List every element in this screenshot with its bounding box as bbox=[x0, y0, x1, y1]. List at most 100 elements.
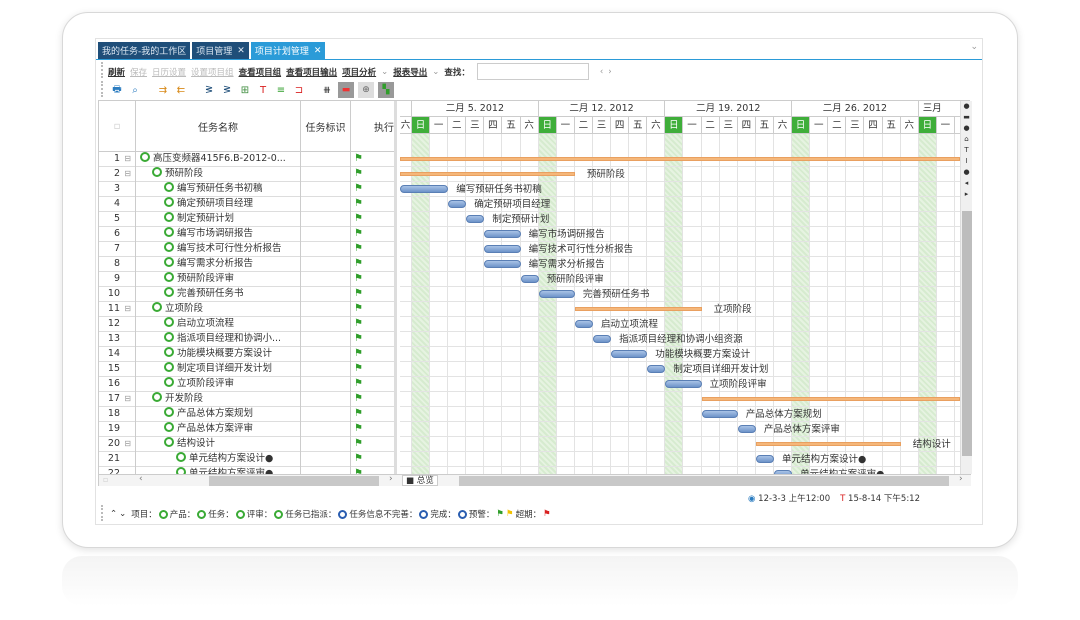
table-hscroll-thumb[interactable] bbox=[209, 476, 379, 486]
task-name-cell[interactable]: 编写预研任务书初稿 bbox=[136, 182, 301, 197]
vertical-scrollbar[interactable]: ● ▬ ● ⌂ T I ● ◂ ▸ bbox=[960, 101, 972, 474]
collapse-toggle-icon[interactable]: ⊟ bbox=[124, 394, 131, 403]
summary-bar[interactable] bbox=[701, 397, 960, 401]
task-name-cell[interactable]: 开发阶段 bbox=[136, 392, 301, 407]
toolbar-button[interactable]: 项目分析 bbox=[342, 67, 377, 78]
collapse-toggle-icon[interactable]: ⊟ bbox=[124, 439, 131, 448]
task-name-cell[interactable]: 预研阶段 bbox=[136, 167, 301, 182]
scroll-right-icon[interactable]: › bbox=[959, 474, 963, 484]
task-tag-cell[interactable] bbox=[301, 242, 351, 257]
filter-icon[interactable]: ⊞ bbox=[240, 84, 250, 96]
task-name-cell[interactable]: 产品总体方案规划 bbox=[136, 407, 301, 422]
toolbar-button[interactable]: 刷新 bbox=[108, 67, 126, 78]
chevron-down-icon[interactable]: ⌄ bbox=[432, 66, 440, 77]
task-tag-cell[interactable] bbox=[301, 377, 351, 392]
task-bar[interactable] bbox=[665, 380, 702, 388]
column-header-name[interactable]: 任务名称 bbox=[136, 101, 301, 152]
tab-project-management[interactable]: 项目管理 ✕ bbox=[192, 42, 249, 59]
task-name-cell[interactable]: 完善预研任务书 bbox=[136, 287, 301, 302]
unlink-icon[interactable]: ᕒ bbox=[223, 84, 231, 96]
table-row[interactable]: 15 制定项目详细开发计划 ⚑ bbox=[99, 362, 394, 377]
timeline-controls-icon[interactable]: ● ▬ ● ⌂ T I ● ◂ ▸ bbox=[963, 102, 970, 198]
task-tag-cell[interactable] bbox=[301, 452, 351, 467]
task-bar[interactable] bbox=[538, 290, 575, 298]
summary-bar[interactable] bbox=[755, 442, 901, 446]
toolbar-grip[interactable] bbox=[101, 81, 105, 97]
critical-path-icon[interactable]: T bbox=[259, 84, 267, 96]
task-tag-cell[interactable] bbox=[301, 302, 351, 317]
task-tag-cell[interactable] bbox=[301, 392, 351, 407]
grid-lines-icon[interactable]: ⧻ bbox=[322, 84, 332, 96]
outdent-icon[interactable]: ⇇ bbox=[176, 84, 186, 96]
collapse-toggle-icon[interactable]: ⊟ bbox=[124, 169, 131, 178]
task-name-cell[interactable]: 高压变频器415F6.B-2012-0... bbox=[136, 152, 301, 167]
task-bar[interactable] bbox=[400, 185, 449, 193]
task-tag-cell[interactable] bbox=[301, 362, 351, 377]
table-row[interactable]: 17 ⊟ 开发阶段 ⚑ bbox=[99, 392, 394, 407]
task-bar[interactable] bbox=[611, 350, 648, 358]
table-row[interactable]: 2 ⊟ 预研阶段 ⚑ bbox=[99, 167, 394, 182]
table-row[interactable]: 11 ⊟ 立项阶段 ⚑ bbox=[99, 302, 394, 317]
task-name-cell[interactable]: 结构设计 bbox=[136, 437, 301, 452]
task-bar[interactable] bbox=[755, 455, 774, 463]
close-icon[interactable]: ✕ bbox=[237, 45, 245, 56]
expand-down-icon[interactable]: ⌄ bbox=[119, 509, 127, 519]
tab-my-workspace[interactable]: 我的任务-我的工作区 bbox=[98, 42, 191, 59]
task-name-cell[interactable]: 指派项目经理和协调小... bbox=[136, 332, 301, 347]
task-tag-cell[interactable] bbox=[301, 407, 351, 422]
task-bar[interactable] bbox=[701, 410, 738, 418]
task-name-cell[interactable]: 确定预研项目经理 bbox=[136, 197, 301, 212]
toolbar-button[interactable]: 查看项目组 bbox=[238, 67, 282, 78]
summary-bar[interactable] bbox=[574, 307, 702, 311]
link-icon[interactable]: ᕒ bbox=[205, 84, 213, 96]
collapse-toggle-icon[interactable]: ⊟ bbox=[124, 304, 131, 313]
task-tag-cell[interactable] bbox=[301, 437, 351, 452]
select-all-header[interactable]: ▫ bbox=[99, 101, 136, 152]
table-row[interactable]: 10 完善预研任务书 ⚑ bbox=[99, 287, 394, 302]
table-row[interactable]: 19 产品总体方案评审 ⚑ bbox=[99, 422, 394, 437]
chevron-down-icon[interactable]: ⌄ bbox=[381, 66, 389, 77]
legend-grip[interactable] bbox=[101, 505, 105, 521]
table-row[interactable]: 9 预研阶段评审 ⚑ bbox=[99, 272, 394, 287]
task-tag-cell[interactable] bbox=[301, 212, 351, 227]
table-row[interactable]: 18 产品总体方案规划 ⚑ bbox=[99, 407, 394, 422]
table-row[interactable]: 20 ⊟ 结构设计 ⚑ bbox=[99, 437, 394, 452]
task-tag-cell[interactable] bbox=[301, 287, 351, 302]
today-icon[interactable]: ▬ bbox=[338, 82, 354, 98]
task-tag-cell[interactable] bbox=[301, 272, 351, 287]
toolbar-grip[interactable] bbox=[101, 62, 105, 78]
task-tag-cell[interactable] bbox=[301, 332, 351, 347]
task-bar[interactable] bbox=[484, 230, 521, 238]
search-input[interactable] bbox=[476, 63, 589, 80]
tab-project-plan[interactable]: 项目计划管理 ✕ bbox=[250, 42, 326, 59]
collapse-toggle-icon[interactable]: ⊟ bbox=[124, 154, 131, 163]
task-name-cell[interactable]: 功能模块概要方案设计 bbox=[136, 347, 301, 362]
scroll-left-icon[interactable]: ‹ bbox=[139, 474, 143, 484]
task-name-cell[interactable]: 编写技术可行性分析报告 bbox=[136, 242, 301, 257]
preview-icon[interactable]: ⌕ bbox=[132, 84, 138, 96]
table-row[interactable]: 21 单元结构方案设计● ⚑ bbox=[99, 452, 394, 467]
task-bar[interactable] bbox=[737, 425, 756, 433]
close-icon[interactable]: ✕ bbox=[313, 45, 322, 56]
tab-overview[interactable]: ■ 总览 bbox=[402, 475, 438, 486]
task-name-cell[interactable]: 编写市场调研报告 bbox=[136, 227, 301, 242]
table-row[interactable]: 7 编写技术可行性分析报告 ⚑ bbox=[99, 242, 394, 257]
task-name-cell[interactable]: 立项阶段评审 bbox=[136, 377, 301, 392]
toolbar-button[interactable]: 查看项目输出 bbox=[286, 67, 338, 78]
task-name-cell[interactable]: 单元结构方案评审● bbox=[136, 467, 301, 474]
task-bar[interactable] bbox=[466, 215, 485, 223]
task-tag-cell[interactable] bbox=[301, 347, 351, 362]
task-name-cell[interactable]: 制定预研计划 bbox=[136, 212, 301, 227]
table-row[interactable]: 22 单元结构方案评审● ⚑ bbox=[99, 467, 394, 474]
prev-result-icon[interactable]: ‹ bbox=[599, 66, 604, 77]
table-row[interactable]: 6 编写市场调研报告 ⚑ bbox=[99, 227, 394, 242]
task-name-cell[interactable]: 立项阶段 bbox=[136, 302, 301, 317]
task-bar[interactable] bbox=[484, 245, 521, 253]
task-name-cell[interactable]: 启动立项流程 bbox=[136, 317, 301, 332]
task-bar[interactable] bbox=[484, 260, 521, 268]
task-bar[interactable] bbox=[574, 320, 593, 328]
task-tag-cell[interactable] bbox=[301, 257, 351, 272]
task-name-cell[interactable]: 预研阶段评审 bbox=[136, 272, 301, 287]
gantt-hscroll-thumb[interactable] bbox=[459, 476, 949, 486]
task-tag-cell[interactable] bbox=[301, 182, 351, 197]
